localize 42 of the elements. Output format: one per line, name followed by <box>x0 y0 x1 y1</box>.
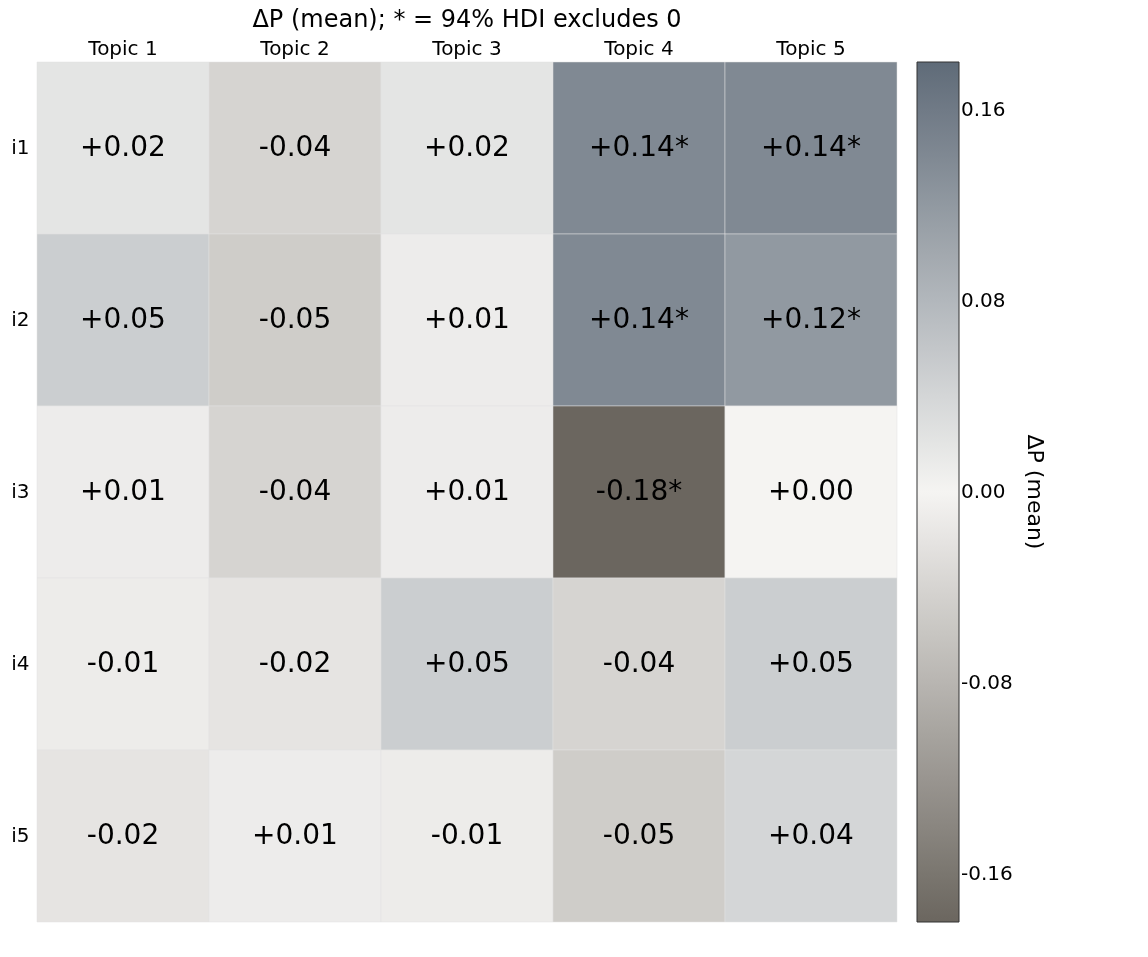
x-tick-label: Topic 4 <box>603 35 674 60</box>
data-label: -0.04 <box>258 130 332 163</box>
data-label: -0.05 <box>258 302 332 335</box>
data-label: +0.04 <box>768 818 854 851</box>
data-label: +0.02 <box>424 130 510 163</box>
chart-title: ΔP (mean); * = 94% HDI excludes 0 <box>252 5 682 33</box>
data-label: +0.14* <box>589 302 689 335</box>
color-bar-label: 0.00 <box>961 479 1006 503</box>
data-label: +0.12* <box>761 302 861 335</box>
data-label: +0.05 <box>768 646 854 679</box>
x-tick-label: Topic 1 <box>87 35 158 60</box>
y-tick-label: i3 <box>11 479 30 503</box>
data-label: -0.02 <box>86 818 160 851</box>
data-label: +0.00 <box>768 474 854 507</box>
x-tick-label: Topic 5 <box>775 35 846 60</box>
data-label: +0.14* <box>761 130 861 163</box>
data-label: -0.01 <box>86 646 160 679</box>
color-bar-title: ΔP (mean) <box>1023 434 1048 550</box>
data-label: -0.04 <box>258 474 332 507</box>
y-tick-label: i1 <box>11 135 30 159</box>
data-label: -0.02 <box>258 646 332 679</box>
data-label: +0.01 <box>424 302 510 335</box>
x-tick-label: Topic 2 <box>259 35 330 60</box>
y-tick-label: i5 <box>11 823 30 847</box>
data-label: +0.01 <box>252 818 338 851</box>
data-label: +0.05 <box>80 302 166 335</box>
y-tick-label: i2 <box>11 307 30 331</box>
data-label: -0.01 <box>430 818 504 851</box>
data-label: +0.01 <box>80 474 166 507</box>
data-label: +0.14* <box>589 130 689 163</box>
data-label: +0.01 <box>424 474 510 507</box>
color-bar-label: 0.08 <box>961 287 1006 312</box>
color-bar-label: -0.16 <box>961 861 1013 886</box>
data-label: -0.04 <box>602 646 676 679</box>
data-label: -0.05 <box>602 818 676 851</box>
color-bar-label: -0.08 <box>961 670 1013 695</box>
x-tick-label: Topic 3 <box>431 35 502 60</box>
color-bar-label: 0.16 <box>961 96 1006 121</box>
y-tick-label: i4 <box>11 651 30 675</box>
data-label: +0.05 <box>424 646 510 679</box>
data-label: -0.18* <box>595 474 683 507</box>
data-label: +0.02 <box>80 130 166 163</box>
